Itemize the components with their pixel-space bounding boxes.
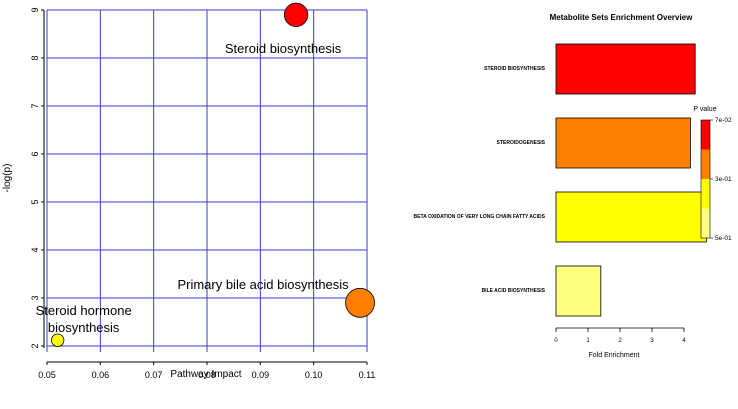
legend-color-segment xyxy=(701,149,710,179)
scatter-x-tick-label: 0.07 xyxy=(145,370,163,380)
scatter-point xyxy=(51,333,65,347)
bar-x-tick-label: 3 xyxy=(650,338,654,344)
scatter-point-label: Primary bile acid biosynthesis xyxy=(177,277,349,292)
legend-title: P value xyxy=(693,106,716,113)
scatter-x-tick-label: 0.05 xyxy=(38,370,56,380)
scatter-point xyxy=(283,2,309,27)
scatter-y-tick-label: 7 xyxy=(30,103,40,108)
bar-x-tick-label: 4 xyxy=(682,338,686,344)
legend-tick-label: 7e-02 xyxy=(715,117,732,124)
p-value-legend: P value 7e-02 3e-01 5e-01 xyxy=(693,106,732,242)
scatter-x-tick-label: 0.08 xyxy=(198,370,216,380)
enrichment-bar xyxy=(555,117,691,169)
enrichment-bar-label: STEROIDOGENESIS xyxy=(497,140,546,146)
bar-chart-title: Metabolite Sets Enrichment Overview xyxy=(550,13,693,22)
scatter-point-label-line: biosynthesis xyxy=(48,320,120,335)
scatter-y-tick-label: 8 xyxy=(30,55,40,60)
scatter-x-tick-label: 0.10 xyxy=(305,370,323,380)
bar-x-tick-label: 0 xyxy=(554,338,558,344)
scatter-y-tick-label: 6 xyxy=(30,151,40,156)
scatter-point-label-line: Steroid biosynthesis xyxy=(225,41,342,56)
enrichment-bar-label: BETA OXIDATION OF VERY LONG CHAIN FATTY … xyxy=(414,214,546,220)
scatter-x-tick-label: 0.06 xyxy=(92,370,110,380)
scatter-x-axis-label: Pathway Impact xyxy=(170,369,241,380)
enrichment-overview-chart: Metabolite Sets Enrichment Overview STER… xyxy=(414,13,733,359)
legend-color-segment xyxy=(701,208,710,238)
enrichment-bar-label: BILE ACID BIOSYNTHESIS xyxy=(482,288,546,294)
scatter-point-label-line: Primary bile acid biosynthesis xyxy=(177,277,349,292)
scatter-point-label: Steroid hormone biosynthesis xyxy=(36,303,132,335)
bar-marks: STEROID BIOSYNTHESIS STEROIDOGENESIS BETA … xyxy=(414,43,707,317)
scatter-y-axis-label: -log(p) xyxy=(2,164,13,193)
scatter-points: Steroid biosynthesis Primary bile acid bi… xyxy=(36,2,375,347)
enrichment-bar xyxy=(555,43,696,95)
scatter-y-tick-label: 9 xyxy=(30,7,40,12)
bar-x-axis-label: Fold Enrichment xyxy=(589,352,640,359)
scatter-point-label: Steroid biosynthesis xyxy=(225,41,342,56)
scatter-y-tick-label: 3 xyxy=(30,295,40,300)
bar-x-tick-label: 1 xyxy=(586,338,590,344)
legend-color-segment xyxy=(701,120,710,150)
scatter-x-tick-label: 0.09 xyxy=(252,370,270,380)
legend-tick-label: 3e-01 xyxy=(715,176,732,183)
legend-tick-label: 5e-01 xyxy=(715,235,732,242)
scatter-y-tick-label: 4 xyxy=(30,247,40,252)
legend-color-segment xyxy=(701,179,710,209)
enrichment-bar xyxy=(555,191,707,243)
enrichment-bar xyxy=(555,265,602,317)
scatter-y-tick-label: 2 xyxy=(30,343,40,348)
scatter-point-label-line: Steroid hormone xyxy=(36,303,132,318)
bar-x-tick-label: 2 xyxy=(618,338,622,344)
scatter-y-tick-label: 5 xyxy=(30,199,40,204)
scatter-gridlines xyxy=(46,9,368,352)
enrichment-bar-label: STEROID BIOSYNTHESIS xyxy=(484,66,546,72)
legend-color-bar: 7e-02 3e-01 5e-01 xyxy=(700,117,732,242)
bar-x-axis: 0 1 2 3 4 xyxy=(554,327,686,344)
scatter-point xyxy=(345,287,375,318)
pathway-impact-plot: Steroid biosynthesis Primary bile acid bi… xyxy=(2,2,375,380)
scatter-x-tick-label: 0.11 xyxy=(359,370,376,380)
scatter-axes: 0.05 0.06 0.07 0.08 0.09 0.10 0.11 2 3 4 5 6 7 8 9 xyxy=(30,7,375,380)
